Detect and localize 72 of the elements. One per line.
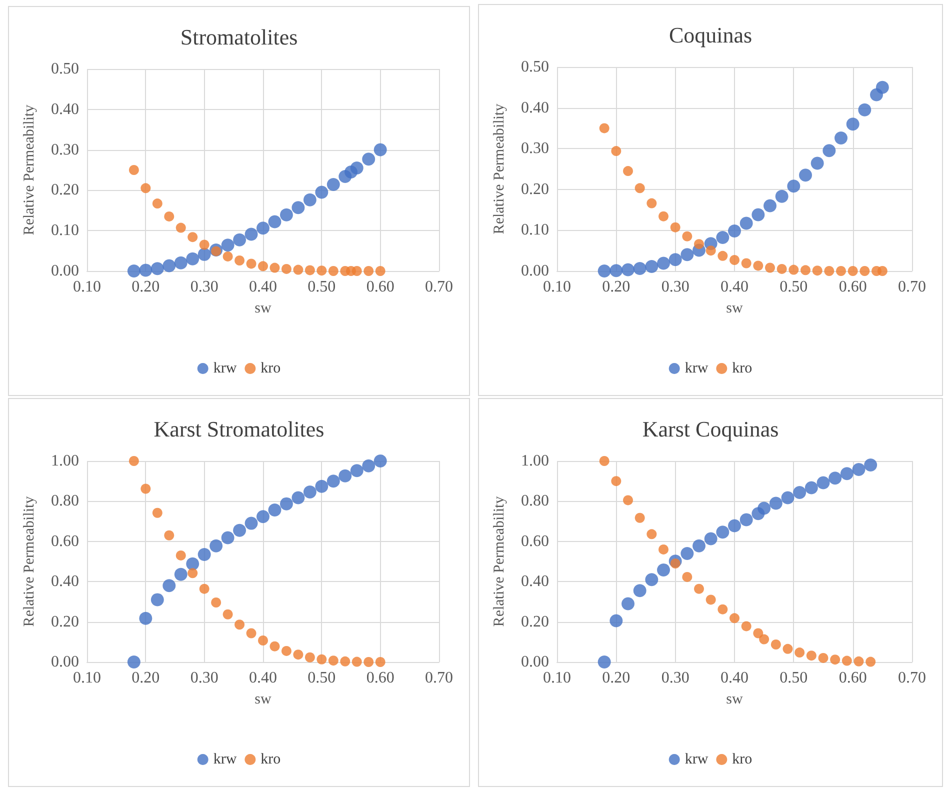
y-tick-label: 0.80: [51, 492, 79, 510]
y-tick-label: 0.60: [521, 532, 549, 550]
x-tick-label: 0.40: [720, 278, 748, 296]
y-axis-title: Relative Permeability: [22, 104, 38, 236]
x-tick-label: 0.40: [720, 670, 748, 686]
x-tick-label: 0.50: [780, 670, 808, 686]
x-tick-label: 0.10: [73, 670, 101, 686]
x-tick-label: 0.50: [308, 278, 336, 296]
y-tick-label: 0.60: [51, 532, 79, 550]
x-tick-label: 0.10: [543, 278, 571, 296]
x-tick-label: 0.30: [661, 278, 690, 296]
x-tick-label: 0.70: [425, 670, 453, 686]
x-tick-label: 0.70: [425, 278, 453, 296]
y-tick-label: 0.00: [521, 654, 549, 670]
legend-label: krw: [684, 360, 708, 376]
legend-label: kro: [732, 360, 752, 376]
x-tick-label: 0.40: [249, 278, 277, 296]
x-tick-label: 0.40: [249, 670, 277, 686]
y-tick-label: 1.00: [51, 452, 79, 470]
y-tick-label: 0.50: [521, 58, 549, 76]
x-tick-label: 0.20: [132, 278, 160, 296]
y-tick-label: 0.30: [521, 140, 549, 158]
legend-label: krw: [213, 752, 237, 768]
x-axis-title: sw: [726, 300, 743, 316]
x-axis-title: sw: [726, 692, 743, 708]
y-tick-label: 0.80: [521, 492, 549, 510]
x-tick-label: 0.30: [190, 278, 218, 296]
x-tick-label: 0.20: [602, 670, 630, 686]
y-tick-label: 0.10: [521, 222, 549, 239]
chart-title: Stromatolites: [180, 24, 298, 50]
legend-label: kro: [732, 752, 752, 768]
x-tick-label: 0.60: [366, 670, 394, 686]
x-tick-label: 0.20: [602, 278, 630, 296]
y-tick-label: 0.00: [521, 262, 549, 280]
legend-label: kro: [260, 360, 281, 376]
y-tick-label: 0.10: [51, 222, 79, 240]
x-tick-label: 0.60: [366, 278, 394, 296]
x-tick-label: 0.50: [308, 670, 336, 686]
x-tick-label: 0.30: [661, 670, 690, 686]
y-axis-title: Relative Permeability: [492, 496, 508, 627]
x-tick-label: 0.30: [190, 670, 218, 686]
chart-title: Coquinas: [668, 22, 752, 48]
y-tick-label: 0.50: [51, 60, 79, 78]
y-tick-label: 0.00: [51, 262, 79, 280]
x-tick-label: 0.60: [838, 278, 867, 296]
x-tick-label: 0.70: [898, 278, 926, 296]
x-tick-label: 0.50: [780, 278, 808, 296]
y-tick-label: 0.40: [51, 100, 79, 118]
y-tick-label: 0.40: [51, 573, 79, 590]
chart-title: Karst Stromatolites: [154, 416, 324, 442]
x-tick-label: 0.60: [838, 670, 867, 686]
x-tick-label: 0.10: [543, 670, 571, 686]
x-tick-label: 0.20: [132, 670, 160, 686]
y-tick-label: 0.20: [51, 182, 79, 199]
x-tick-label: 0.70: [898, 670, 926, 686]
x-axis-title: sw: [254, 300, 272, 316]
legend-label: krw: [684, 752, 708, 768]
legend-label: kro: [260, 752, 281, 768]
y-axis-title: Relative Permeability: [22, 496, 38, 627]
y-tick-label: 0.00: [51, 654, 79, 670]
y-tick-label: 0.20: [51, 613, 79, 630]
y-tick-label: 0.40: [521, 99, 549, 116]
x-axis-title: sw: [254, 692, 272, 708]
y-tick-label: 1.00: [521, 452, 549, 470]
legend-label: krw: [213, 360, 237, 376]
y-tick-label: 0.40: [521, 573, 549, 590]
y-tick-label: 0.20: [521, 180, 549, 198]
y-axis-title: Relative Permeability: [492, 103, 508, 234]
y-tick-label: 0.30: [51, 141, 79, 158]
y-tick-label: 0.20: [521, 613, 549, 630]
x-tick-label: 0.10: [73, 278, 101, 296]
chart-title: Karst Coquinas: [642, 416, 779, 442]
